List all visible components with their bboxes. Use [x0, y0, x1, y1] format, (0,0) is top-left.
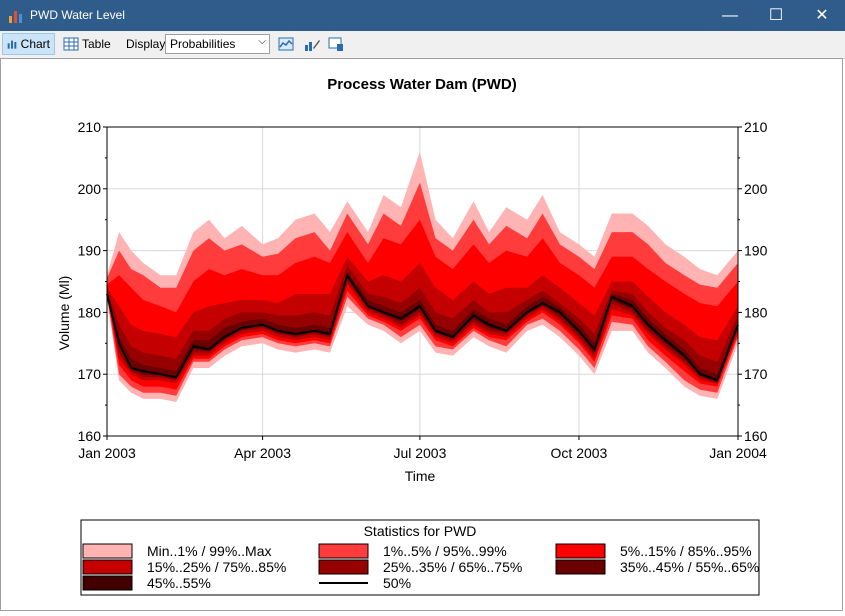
chart-view-label: Chart: [20, 37, 50, 51]
close-button[interactable]: ✕: [815, 7, 829, 24]
table-icon: [63, 37, 79, 51]
legend-entry-label: 45%..55%: [147, 575, 211, 591]
legend-swatch: [318, 559, 369, 575]
edit-chart-button[interactable]: [300, 33, 324, 55]
x-tick-label: Apr 2003: [234, 445, 291, 461]
chart-title: Process Water Dam (PWD): [327, 76, 517, 93]
legend-swatch: [82, 575, 133, 591]
y-tick-label: 190: [78, 243, 102, 259]
median-layer: [106, 272, 739, 382]
table-view-button[interactable]: Table: [59, 33, 115, 55]
chart-view-button[interactable]: Chart: [2, 33, 55, 55]
legend-entry-label: 1%..5% / 95%..99%: [383, 543, 507, 559]
chevron-down-icon: ⌵: [258, 36, 266, 47]
toolbar: Chart Table Display: Probabilities ⌵: [0, 31, 845, 59]
legend-swatch: [555, 543, 606, 559]
legend: Statistics for PWD Min..1% / 99%..Max 1%..…: [80, 519, 760, 596]
bands-layer: [107, 151, 738, 402]
legend-title: Statistics for PWD: [364, 523, 477, 539]
legend-swatch: [318, 543, 369, 559]
legend-swatch: [82, 543, 133, 559]
y-tick-label: 160: [78, 428, 102, 444]
bar-chart-icon: [7, 40, 17, 49]
display-select[interactable]: Probabilities ⌵: [165, 34, 270, 54]
maximize-button[interactable]: ☐: [768, 7, 784, 24]
table-view-label: Table: [82, 37, 111, 51]
y-tick-label-right: 210: [744, 119, 768, 135]
y-tick-label-right: 180: [744, 304, 768, 320]
y-tick-label: 210: [78, 119, 102, 135]
chart-app-icon: [9, 11, 22, 23]
x-tick-label: Oct 2003: [551, 445, 608, 461]
legend-entry-label: Min..1% / 99%..Max: [147, 543, 272, 559]
display-select-value: Probabilities: [170, 37, 236, 51]
chart-settings-button[interactable]: [324, 33, 348, 55]
band-area: [107, 272, 738, 382]
y-tick-label: 200: [78, 181, 102, 197]
line-chart-icon: [278, 37, 294, 51]
y-tick-label-right: 200: [744, 181, 768, 197]
legend-entry-label: 35%..45% / 55%..65%: [620, 559, 759, 575]
window-title: PWD Water Level: [30, 8, 125, 22]
x-axis-label: Time: [405, 468, 436, 484]
chart-settings-icon: [328, 37, 343, 51]
x-tick-label: Jul 2003: [393, 445, 446, 461]
legend-swatch: [82, 559, 133, 575]
y-tick-label-right: 190: [744, 243, 768, 259]
median-line: [106, 272, 739, 382]
minimize-button[interactable]: —: [722, 7, 738, 24]
legend-entry-label: 50%: [383, 575, 411, 591]
x-tick-label: Jan 2003: [78, 445, 136, 461]
y-tick-label: 170: [78, 366, 102, 382]
axes-layer: 160 160 170 170 180 180 190 190 200 200 210 210 Jan …: [78, 119, 768, 461]
y-tick-label-right: 170: [744, 366, 768, 382]
legend-entry-label: 5%..15% / 85%..95%: [620, 543, 752, 559]
title-bar: PWD Water Level — ☐ ✕: [0, 0, 845, 31]
legend-box: [80, 519, 760, 596]
y-axis-label: Volume (Ml): [56, 276, 72, 351]
legend-entry-label: 15%..25% / 75%..85%: [147, 559, 286, 575]
chart-panel: Process Water Dam (PWD) 160 160 170 170 180 1…: [1, 59, 844, 611]
legend-entry-label: 25%..35% / 65%..75%: [383, 559, 522, 575]
display-label: Display:: [126, 37, 169, 51]
edit-chart-icon: [305, 40, 320, 51]
y-tick-label: 180: [78, 304, 102, 320]
x-tick-label: Jan 2004: [709, 445, 767, 461]
y-tick-label-right: 160: [744, 428, 768, 444]
chart-options-button[interactable]: [274, 33, 298, 55]
legend-swatch: [555, 559, 606, 575]
